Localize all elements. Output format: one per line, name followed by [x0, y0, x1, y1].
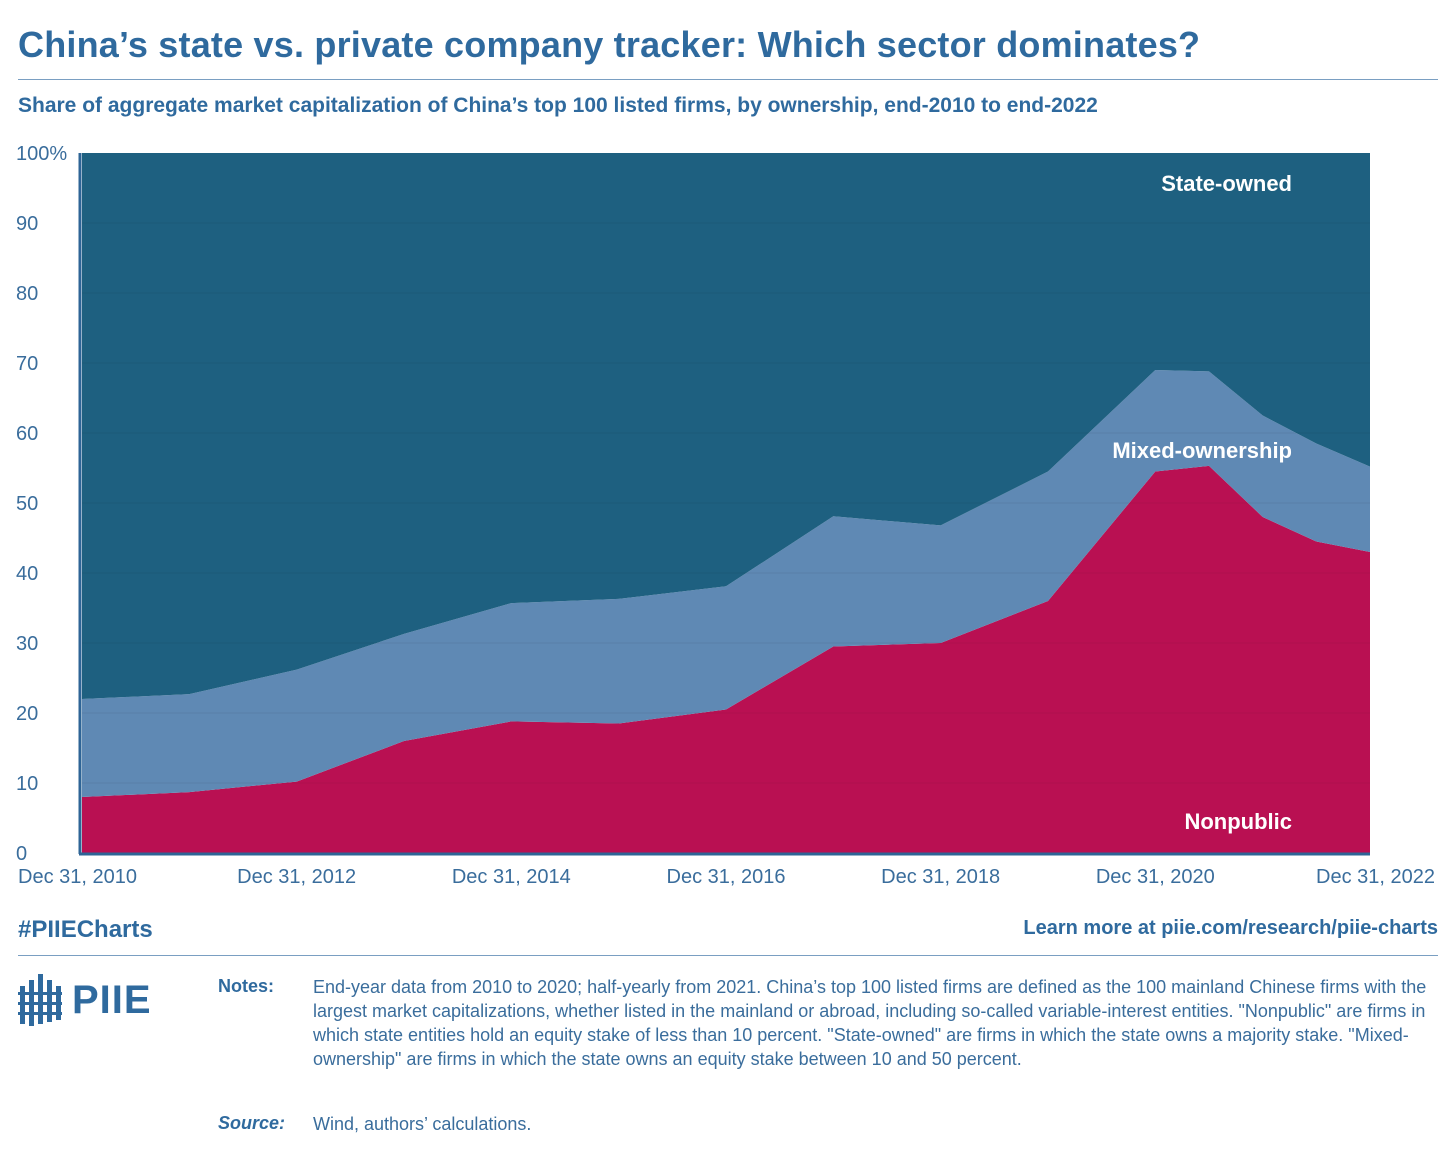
series-label-state: State-owned — [1161, 171, 1292, 196]
series-labels: State-owned Mixed-ownership Nonpublic — [1112, 171, 1292, 834]
x-tick-label: Dec 31, 2012 — [237, 866, 356, 888]
y-tick-label: 80 — [16, 283, 38, 305]
y-tick-label: 50 — [16, 493, 38, 515]
piie-logo[interactable]: PIIE — [18, 972, 152, 1028]
source-text: Wind, authors’ calculations. — [313, 1114, 532, 1134]
series-label-mixed: Mixed-ownership — [1112, 438, 1292, 463]
x-tick-label: Dec 31, 2018 — [881, 866, 1000, 888]
title-divider — [18, 79, 1438, 80]
x-tick-label: Dec 31, 2020 — [1096, 866, 1215, 888]
chart-title: China’s state vs. private company tracke… — [18, 24, 1201, 65]
area-nonpublic — [82, 465, 1370, 853]
y-tick-label: 70 — [16, 353, 38, 375]
y-axis: 100% 90 80 70 60 50 40 30 20 10 0 — [16, 143, 82, 865]
x-axis: Dec 31, 2010 Dec 31, 2012 Dec 31, 2014 Dec … — [18, 852, 1435, 888]
chart-subtitle: Share of aggregate market capitalization… — [18, 94, 1098, 117]
y-tick-label: 60 — [16, 423, 38, 445]
series-label-nonpublic: Nonpublic — [1184, 809, 1292, 834]
notes-text: End-year data from 2010 to 2020; half-ye… — [313, 977, 1427, 1069]
hashtag[interactable]: #PIIECharts — [18, 916, 153, 943]
area-state-owned — [82, 153, 1370, 699]
y-tick-label: 90 — [16, 213, 38, 235]
y-tick-label: 30 — [16, 633, 38, 655]
y-tick-label: 40 — [16, 563, 38, 585]
y-tick-label: 20 — [16, 703, 38, 725]
notes-label: Notes: — [218, 976, 275, 996]
y-tick-label: 10 — [16, 773, 38, 795]
x-tick-label: Dec 31, 2022 — [1316, 866, 1435, 888]
source-label: Source: — [218, 1113, 286, 1133]
plot-area — [82, 153, 1370, 853]
piie-logo-icon — [18, 974, 62, 1026]
y-tick-label: 0 — [16, 843, 27, 865]
x-tick-label: Dec 31, 2016 — [667, 866, 786, 888]
footer-divider — [18, 955, 1438, 956]
learn-more-link[interactable]: Learn more at piie.com/research/piie-cha… — [1023, 917, 1438, 939]
y-tick-label: 100% — [16, 143, 67, 165]
x-tick-label: Dec 31, 2010 — [18, 866, 137, 888]
logo-text: PIIE — [72, 977, 152, 1022]
area-mixed-ownership — [82, 370, 1370, 797]
x-tick-label: Dec 31, 2014 — [452, 866, 571, 888]
